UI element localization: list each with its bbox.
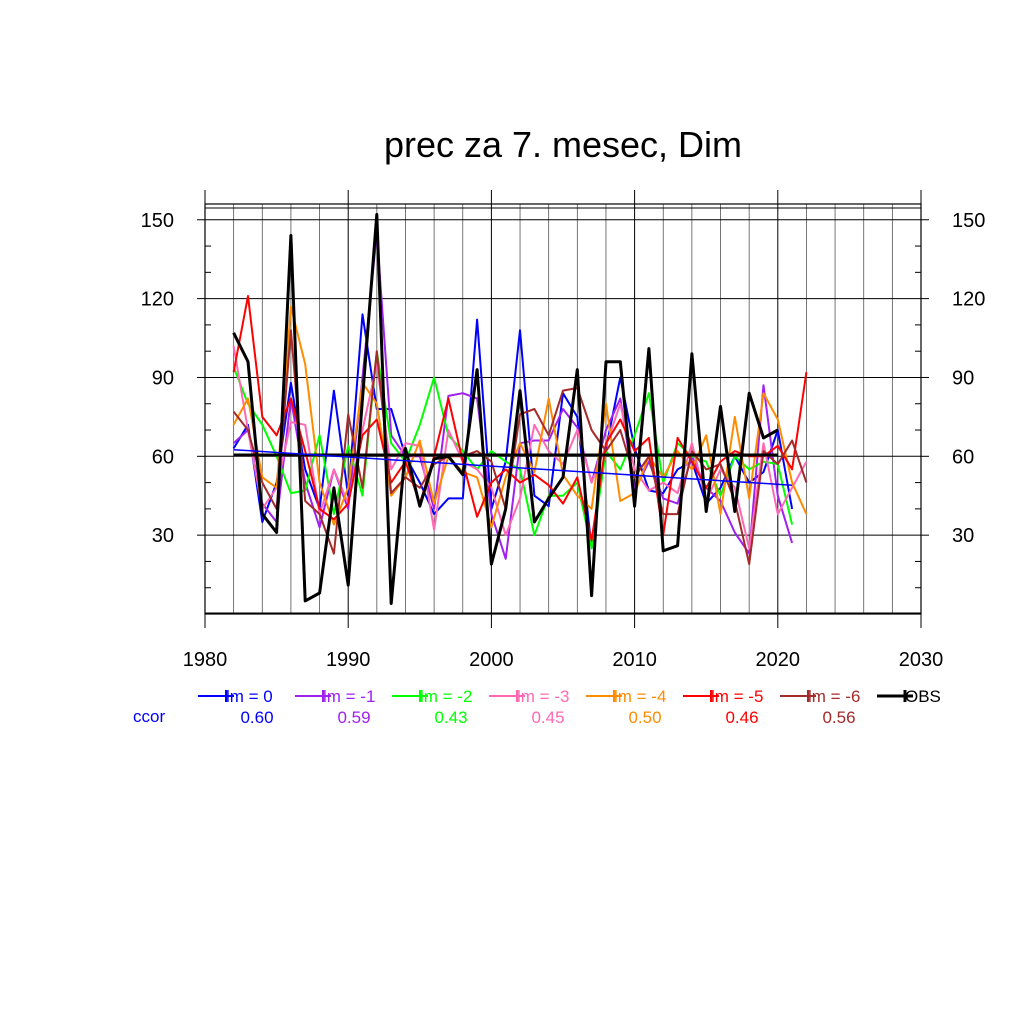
series-line-0 xyxy=(232,313,794,550)
series-line-3 xyxy=(232,345,808,550)
y-tick-label-right: 150 xyxy=(952,210,985,232)
x-tick-label: 2030 xyxy=(899,649,944,671)
ccor-value: 0.45 xyxy=(531,708,564,727)
ccor-value: 0.50 xyxy=(628,708,661,727)
y-tick-label-left: 150 xyxy=(141,210,174,232)
x-tick-label: 1990 xyxy=(326,649,371,671)
legend-label: lm = -4 xyxy=(614,687,666,706)
ccor-value: 0.59 xyxy=(337,708,370,727)
y-tick-label-right: 90 xyxy=(952,367,974,389)
ticks: 1980 1990 2000 2010 2020 2030 30 30 60 60 90 90 120 1… xyxy=(141,190,985,671)
legend-label: OBS xyxy=(905,687,941,706)
x-tick-label: 2000 xyxy=(469,649,514,671)
series-line-4 xyxy=(232,305,808,529)
y-tick-label-left: 30 xyxy=(152,525,174,547)
legend-label: lm = -3 xyxy=(517,687,569,706)
series-layer xyxy=(232,213,808,605)
ccor-value: 0.43 xyxy=(434,708,467,727)
y-tick-label-left: 120 xyxy=(141,289,174,311)
series-line-7 xyxy=(232,213,779,605)
y-tick-label-right: 60 xyxy=(952,446,974,468)
y-tick-label-right: 120 xyxy=(952,289,985,311)
legend-label: lm = -6 xyxy=(808,687,860,706)
x-tick-label: 2010 xyxy=(612,649,657,671)
legend-label: lm = -1 xyxy=(323,687,375,706)
y-tick-label-right: 30 xyxy=(952,525,974,547)
legend: lm = 0 0.60 lm = -1 0.59 lm = -2 0.43 lm = -3 0… xyxy=(133,687,941,727)
legend-label: lm = -5 xyxy=(711,687,763,706)
chart-title: prec za 7. mesec, Dim xyxy=(384,124,742,165)
ccor-value: 0.56 xyxy=(822,708,855,727)
y-tick-label-left: 90 xyxy=(152,367,174,389)
legend-label: lm = 0 xyxy=(226,687,273,706)
axes xyxy=(204,203,922,615)
plot-frame xyxy=(204,203,922,615)
legend-label: lm = -2 xyxy=(420,687,472,706)
x-tick-label: 2020 xyxy=(756,649,801,671)
reference-line-trend-lm0 xyxy=(233,448,793,486)
ccor-value: 0.46 xyxy=(725,708,758,727)
x-tick-label: 1980 xyxy=(183,649,228,671)
ccor-value: 0.60 xyxy=(240,708,273,727)
ccor-label: ccor xyxy=(133,707,165,726)
y-tick-label-left: 60 xyxy=(152,446,174,468)
